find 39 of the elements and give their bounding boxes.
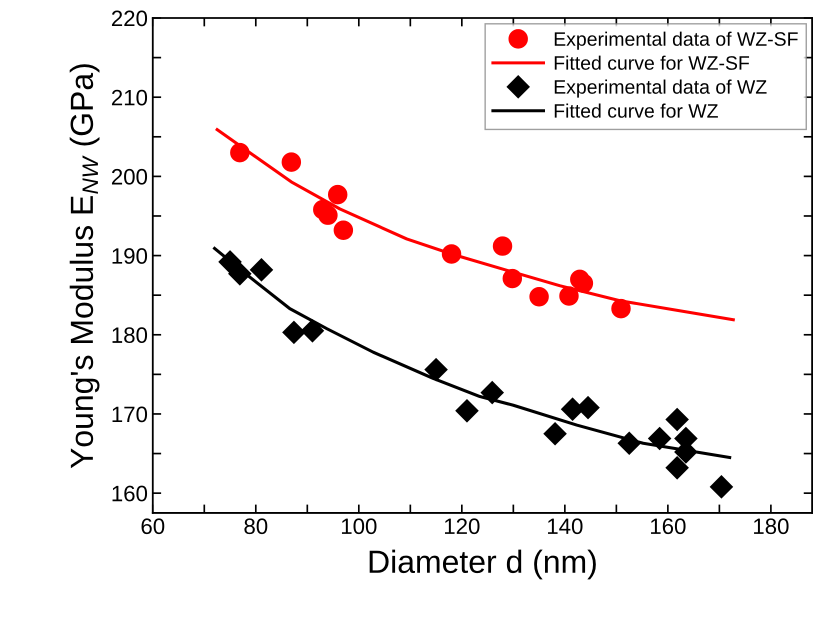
point [529,287,549,306]
legend-label: Experimental data of WZ-SF [554,32,798,50]
point [282,320,306,344]
x-tick-label: 140 [548,518,583,534]
point [710,475,733,498]
point [250,258,273,282]
legend-label: Experimental data of WZ [554,80,767,98]
point [544,422,567,446]
point [666,456,689,480]
y-axis-title: Young's Modulus E$_{NW}$ (GPa) [70,64,100,468]
legend-label: Fitted curve for WZ-SF [554,56,750,70]
line-series [216,128,735,322]
point [574,274,594,294]
point [318,205,338,225]
y-tick-label: 170 [112,406,148,422]
y-tick-label: 180 [112,327,148,344]
legend-label: Fitted curve for WZ [554,104,718,118]
y-tick-label: 210 [112,90,148,106]
y-tick-label: 190 [112,248,148,264]
y-tick-label: 220 [112,10,148,26]
y-tick-label: 200 [112,168,148,185]
line-series [213,246,732,460]
point [424,358,448,382]
x-tick-label: 180 [754,518,789,534]
x-tick-label: 100 [342,518,376,534]
point [648,427,672,450]
point [282,152,302,172]
point [492,236,512,256]
point [666,408,689,431]
x-axis-title: Diameter d (nm) [370,550,596,580]
x-tick-label: 160 [651,518,686,534]
y-tick-label: 160 [112,486,148,502]
point [300,319,324,342]
point [328,184,348,204]
point [455,399,478,422]
point [334,220,354,240]
x-tick-label: 80 [244,518,268,534]
x-tick-label: 120 [444,518,480,534]
x-tick-label: 60 [142,518,164,534]
